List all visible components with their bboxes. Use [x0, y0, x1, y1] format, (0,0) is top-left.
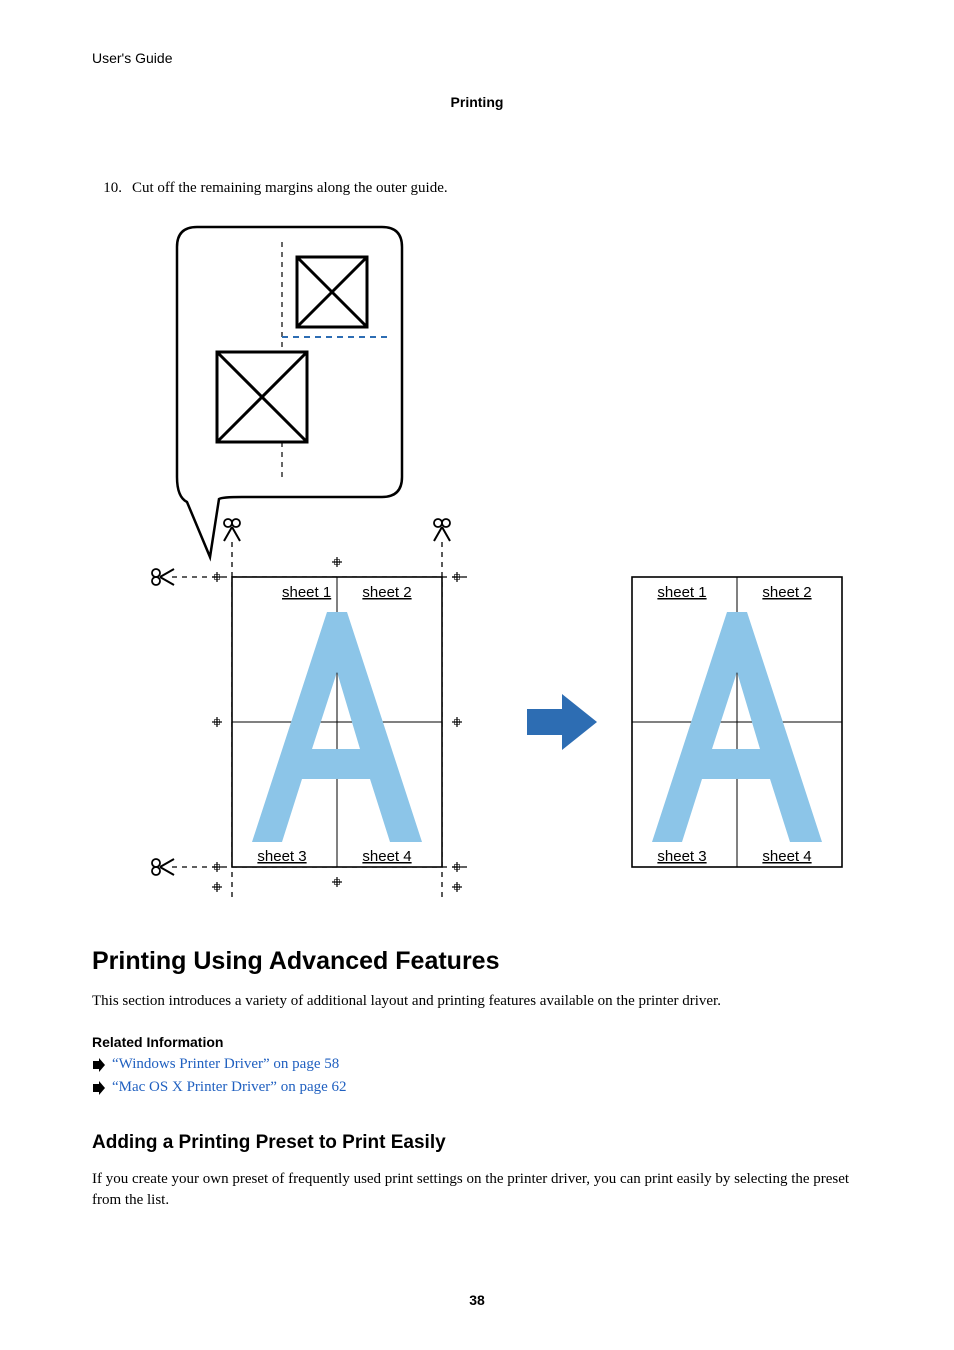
related-link[interactable]: “Windows Printer Driver” on page 58	[112, 1056, 339, 1073]
section-intro: This section introduces a variety of add…	[92, 991, 862, 1012]
sheet-label: sheet 3	[257, 848, 306, 865]
guide-title: User's Guide	[92, 50, 862, 66]
zoom-callout	[177, 227, 402, 557]
subsection-heading: Adding a Printing Preset to Print Easily	[92, 1132, 862, 1154]
arrow-icon	[527, 694, 597, 750]
sheet-label: sheet 4	[762, 848, 811, 865]
sheet-label: sheet 3	[657, 848, 706, 865]
sheet-label: sheet 1	[282, 584, 331, 601]
left-poster: sheet 1 sheet 2 sheet 3 sheet 4	[152, 519, 472, 897]
related-link-row: “Windows Printer Driver” on page 58	[92, 1056, 862, 1073]
related-link[interactable]: “Mac OS X Printer Driver” on page 62	[112, 1079, 347, 1096]
section-heading: Printing Using Advanced Features	[92, 947, 862, 976]
subsection-body: If you create your own preset of frequen…	[92, 1169, 862, 1211]
breadcrumb: Printing	[92, 94, 862, 110]
right-poster: sheet 1 sheet 2 sheet 3 sheet 4	[632, 577, 842, 867]
cut-diagram: sheet 1 sheet 2 sheet 3 sheet 4 sheet 1 …	[132, 217, 862, 912]
page-number: 38	[0, 1292, 954, 1308]
sheet-label: sheet 2	[362, 584, 411, 601]
sheet-label: sheet 2	[762, 584, 811, 601]
step-number: 10.	[92, 180, 122, 197]
related-info-heading: Related Information	[92, 1034, 862, 1050]
arrow-right-icon	[92, 1058, 106, 1072]
step-text: Cut off the remaining margins along the …	[132, 180, 862, 197]
step-row: 10. Cut off the remaining margins along …	[92, 180, 862, 197]
arrow-right-icon	[92, 1081, 106, 1095]
sheet-label: sheet 1	[657, 584, 706, 601]
sheet-label: sheet 4	[362, 848, 411, 865]
related-link-row: “Mac OS X Printer Driver” on page 62	[92, 1079, 862, 1096]
